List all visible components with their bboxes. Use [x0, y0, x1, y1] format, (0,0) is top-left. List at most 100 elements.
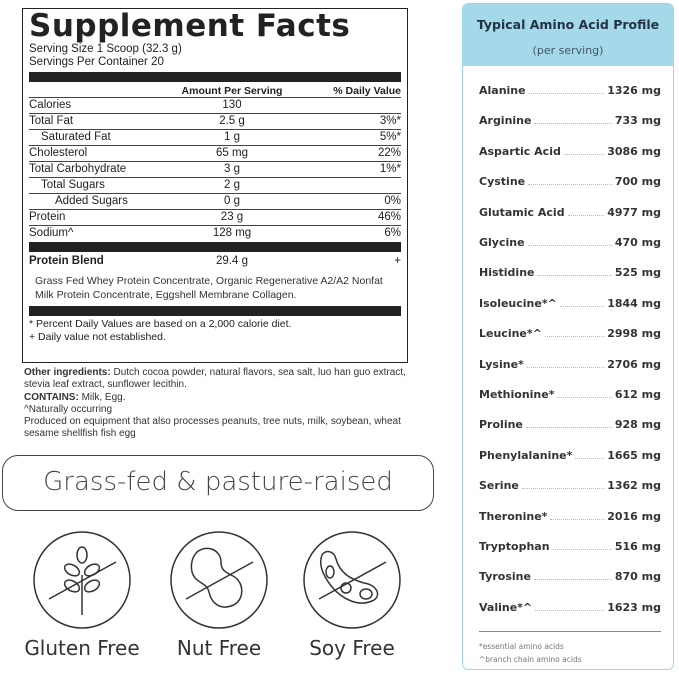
gluten-free-badge: Gluten Free	[24, 530, 140, 660]
protein-blend-row: Protein Blend 29.4 g +	[29, 254, 401, 272]
nutrient-name: Total Carbohydrate	[29, 163, 127, 175]
amino-row: Proline 928 mg	[479, 418, 661, 431]
amino-name: Leucine*^	[479, 327, 542, 341]
amino-name: Methionine*	[479, 388, 555, 401]
dot-leader	[563, 153, 605, 155]
amino-name: Cystine	[479, 175, 526, 189]
amino-value: 516 mg	[614, 540, 661, 553]
nutrient-amount: 0 g	[224, 195, 240, 207]
dot-leader	[550, 518, 605, 520]
soybean-crossed-icon	[303, 531, 401, 629]
nutrient-dv: 1%*	[379, 163, 401, 175]
amino-value: 2998 mg	[607, 327, 661, 341]
dot-leader	[534, 123, 612, 125]
nutrient-dv: 3%*	[379, 115, 401, 127]
blend-amount: 29.4 g	[216, 255, 248, 267]
nutrient-amount: 130	[222, 99, 242, 111]
amino-row: Aspartic Acid 3086 mg	[479, 145, 661, 158]
facts-row: Cholesterol 65 mg 22%	[29, 146, 401, 162]
dot-leader	[544, 336, 605, 338]
amino-title: Typical Amino Acid Profile	[476, 17, 660, 32]
blend-name: Protein Blend	[29, 255, 104, 267]
peanut-crossed-icon	[170, 531, 268, 629]
amino-value: 733 mg	[614, 114, 661, 128]
amino-name: Arginine	[479, 114, 532, 128]
servings-per-container: Servings Per Container 20	[29, 56, 164, 68]
dot-leader	[526, 366, 605, 368]
amino-name: Tyrosine	[479, 570, 531, 584]
dot-leader	[559, 305, 605, 307]
facts-row: Total Sugars 2 g	[29, 178, 401, 194]
soy-free-badge: Soy Free	[302, 530, 402, 660]
nutrient-name: Cholesterol	[29, 147, 88, 159]
contains-label: CONTAINS:	[24, 391, 79, 403]
dot-leader	[575, 457, 605, 459]
dot-leader	[527, 245, 612, 246]
amino-row: Tyrosine 870 mg	[479, 570, 661, 583]
facts-row: Added Sugars 0 g 0%	[29, 194, 401, 210]
amino-value: 3086 mg	[607, 144, 661, 158]
footnote-essential: *essential amino acids	[479, 642, 564, 651]
facts-row: Total Carbohydrate 3 g 1%*	[29, 162, 401, 178]
other-ingredients: Other ingredients: Dutch cocoa powder, n…	[24, 367, 424, 441]
nutrient-dv: 5%*	[379, 131, 401, 143]
amino-row: Methionine* 612 mg	[479, 388, 661, 401]
facts-row: Total Fat 2.5 g 3%*	[29, 114, 401, 130]
amino-value: 525 mg	[614, 266, 661, 280]
divider	[29, 242, 401, 252]
blend-description: Grass Fed Whey Protein Concentrate, Orga…	[35, 275, 383, 301]
nut-free-badge: Nut Free	[169, 530, 269, 660]
amino-header: Typical Amino Acid Profile (per serving)	[463, 4, 673, 66]
amino-value: 1362 mg	[607, 479, 661, 493]
dv-note: * Percent Daily Values are based on a 2,…	[29, 318, 292, 330]
nutrient-dv	[307, 178, 401, 193]
nutrient-name: Total Sugars	[41, 179, 105, 191]
facts-title: Supplement Facts	[29, 8, 351, 44]
amino-value: 4977 mg	[607, 205, 661, 219]
dot-leader	[528, 93, 605, 94]
amino-row: Glycine 470 mg	[479, 236, 661, 249]
facts-header: Amount Per Serving % Daily Value	[29, 84, 401, 98]
amino-row: Leucine*^ 2998 mg	[479, 327, 661, 340]
amino-name: Serine	[479, 479, 519, 493]
amino-row: Alanine 1326 mg	[479, 84, 661, 97]
dot-leader	[525, 427, 612, 429]
nutrient-dv: 46%	[377, 211, 401, 223]
divider	[29, 306, 401, 316]
facts-row: Protein 23 g 46%	[29, 210, 401, 226]
facts-row: Sodium^ 128 mg 6%	[29, 226, 401, 242]
amino-row: Glutamic Acid 4977 mg	[479, 206, 661, 219]
amino-name: Aspartic Acid	[479, 144, 561, 158]
amino-name: Histidine	[479, 266, 535, 280]
blend-dv: +	[394, 255, 401, 267]
amino-name: Glutamic Acid	[479, 205, 565, 219]
col-dv: % Daily Value	[333, 85, 401, 97]
divider	[29, 72, 401, 82]
amino-value: 2706 mg	[607, 357, 661, 371]
dot-leader	[552, 549, 612, 550]
amino-name: Proline	[479, 418, 523, 432]
amino-value: 700 mg	[614, 175, 661, 189]
amino-name: Lysine*	[479, 357, 524, 371]
amino-row: Histidine 525 mg	[479, 266, 661, 279]
nutrient-amount: 3 g	[224, 163, 240, 175]
nutrient-name: Saturated Fat	[41, 131, 111, 143]
grass-fed-banner: Grass-fed & pasture-raised	[2, 455, 434, 511]
amino-value: 1326 mg	[607, 84, 661, 97]
amino-row: Valine*^ 1623 mg	[479, 601, 661, 614]
amino-name: Tryptophan	[479, 540, 550, 553]
dot-leader	[557, 397, 612, 398]
facts-rows: Calories 130 Total Fat 2.5 g 3%* Saturated Fa…	[29, 98, 401, 242]
amino-value: 1665 mg	[607, 448, 661, 462]
amino-name: Valine*^	[479, 600, 533, 614]
nutrient-dv: 22%	[377, 147, 401, 159]
amino-name: Glycine	[479, 236, 525, 249]
nutrient-dv: 0%	[384, 195, 401, 207]
dv-note-2: + Daily value not established.	[29, 331, 166, 343]
nutrient-name: Added Sugars	[55, 195, 128, 207]
nutrient-dv	[307, 98, 401, 113]
equipment-note: Produced on equipment that also processe…	[24, 416, 401, 440]
amino-row: Lysine* 2706 mg	[479, 358, 661, 371]
amino-row: Serine 1362 mg	[479, 479, 661, 492]
supplement-facts-panel: Supplement Facts Serving Size 1 Scoop (3…	[22, 8, 408, 363]
